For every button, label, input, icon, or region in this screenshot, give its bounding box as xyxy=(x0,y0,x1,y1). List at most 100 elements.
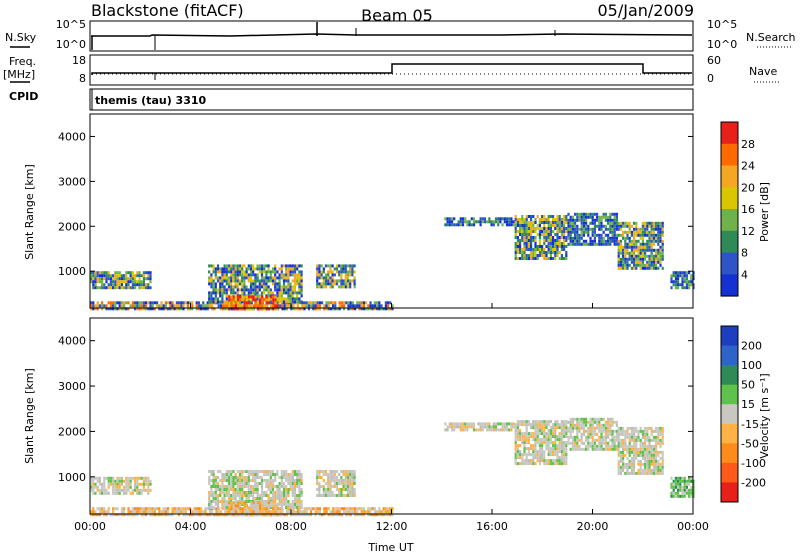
velocity-cell xyxy=(351,485,354,488)
velocity-cell xyxy=(296,479,299,482)
power-cell xyxy=(314,307,317,311)
velocity-cell xyxy=(138,510,141,514)
power-cell xyxy=(327,304,330,308)
velocity-cell xyxy=(547,435,550,439)
power-cell xyxy=(382,307,385,311)
power-cell xyxy=(254,295,257,299)
power-cell xyxy=(289,291,292,295)
power-cell xyxy=(249,300,253,304)
velocity-cell xyxy=(556,456,559,460)
power-cell xyxy=(582,227,585,231)
velocity-cell xyxy=(274,513,277,517)
velocity-cell xyxy=(505,425,509,429)
power-cell xyxy=(657,233,660,237)
velocity-cell xyxy=(641,447,644,451)
velocity-cell xyxy=(650,432,653,436)
velocity-cell xyxy=(633,432,636,436)
power-cell xyxy=(681,277,684,281)
power-cell xyxy=(630,266,633,270)
power-cell xyxy=(604,212,607,216)
velocity-cell xyxy=(596,420,599,424)
velocity-cell xyxy=(617,450,620,454)
velocity-cell xyxy=(340,488,343,491)
power-cell xyxy=(252,291,255,295)
power-cell xyxy=(558,224,561,227)
velocity-cell xyxy=(576,429,579,433)
power-cell xyxy=(236,291,239,295)
power-cell xyxy=(227,270,231,274)
velocity-cell xyxy=(378,510,381,514)
power-cell xyxy=(543,248,546,251)
power-cell xyxy=(344,264,347,268)
velocity-cell xyxy=(212,497,215,500)
power-cell xyxy=(280,270,283,274)
velocity-cell xyxy=(300,482,303,485)
power-cell xyxy=(296,276,299,280)
power-cell xyxy=(611,233,614,237)
power-cell xyxy=(607,218,610,222)
velocity-cell xyxy=(617,447,620,451)
power-cell xyxy=(243,295,246,299)
power-cell xyxy=(543,233,546,236)
power-cell xyxy=(569,221,572,225)
velocity-cell xyxy=(323,513,326,517)
velocity-cell xyxy=(470,425,473,429)
power-cell xyxy=(278,276,281,280)
power-cell xyxy=(351,264,354,268)
velocity-cell xyxy=(344,494,347,497)
power-cell xyxy=(314,301,317,305)
velocity-cell xyxy=(549,441,552,445)
velocity-cell xyxy=(225,491,228,494)
velocity-cell xyxy=(347,513,350,517)
velocity-cell xyxy=(661,429,664,433)
power-cell xyxy=(475,220,478,224)
velocity-cell xyxy=(641,429,644,433)
power-cell xyxy=(256,301,259,305)
velocity-cell xyxy=(149,488,152,492)
velocity-cell xyxy=(90,510,93,514)
power-cell xyxy=(545,233,548,236)
power-cell xyxy=(523,245,526,248)
velocity-cell xyxy=(287,500,290,503)
velocity-cell xyxy=(657,453,660,457)
velocity-cell xyxy=(585,417,588,421)
power-cell xyxy=(494,217,498,221)
power-cell xyxy=(637,230,640,234)
velocity-cell xyxy=(585,444,588,448)
velocity-cell xyxy=(256,482,259,485)
power-cell xyxy=(136,271,139,275)
velocity-cell xyxy=(98,476,101,480)
power-cell xyxy=(497,220,500,224)
power-cell xyxy=(563,230,566,233)
velocity-cell xyxy=(175,510,178,514)
velocity-cell xyxy=(296,473,299,476)
power-cell xyxy=(127,307,130,311)
nsearch-tick-top: 10^5 xyxy=(707,18,737,31)
power-cell xyxy=(125,277,128,281)
velocity-cell xyxy=(129,479,132,483)
velocity-cell xyxy=(360,510,363,514)
velocity-cell xyxy=(254,476,257,479)
velocity-cell xyxy=(136,485,139,489)
velocity-cell xyxy=(622,426,625,430)
power-cell xyxy=(349,304,352,308)
velocity-cell xyxy=(265,494,268,497)
power-cell xyxy=(646,224,649,228)
velocity-cell xyxy=(261,501,264,505)
velocity-cell xyxy=(525,423,528,427)
power-cell xyxy=(611,224,614,228)
power-cell xyxy=(514,251,517,254)
velocity-cell xyxy=(652,468,655,472)
velocity-cell xyxy=(236,476,239,479)
velocity-cell xyxy=(274,500,277,503)
velocity-cell xyxy=(619,453,622,457)
power-cell xyxy=(655,233,658,237)
velocity-cell xyxy=(505,422,509,426)
velocity-cell xyxy=(545,459,548,463)
power-cell xyxy=(523,251,526,254)
power-cell xyxy=(644,230,647,234)
power-cell xyxy=(285,297,288,301)
velocity-cell xyxy=(353,473,356,476)
velocity-cell xyxy=(532,459,535,463)
velocity-cell xyxy=(525,435,528,439)
